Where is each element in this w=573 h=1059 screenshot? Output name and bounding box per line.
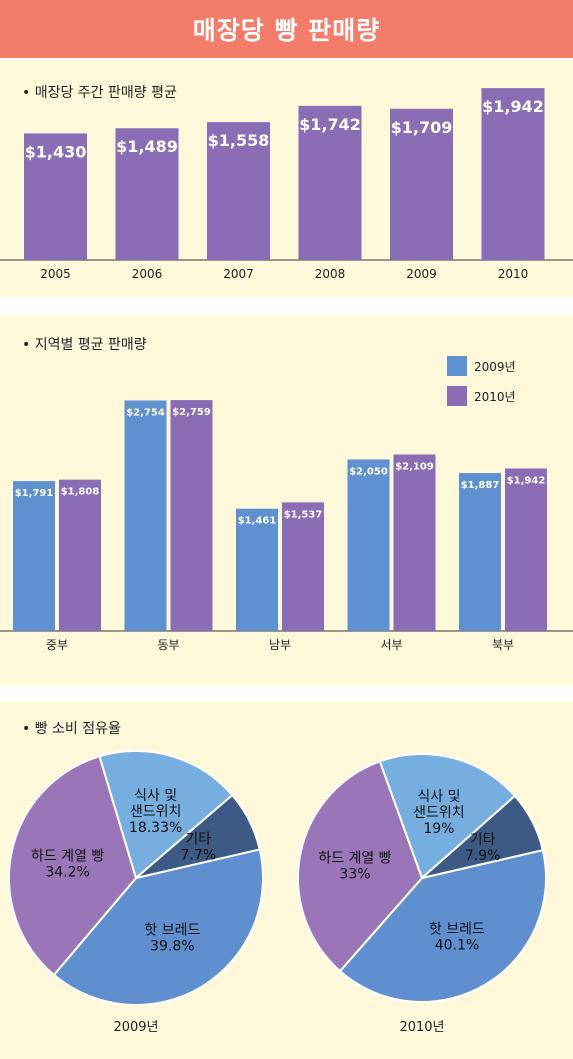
pie-label-2010년-1-1: 33% xyxy=(339,866,370,882)
pie-label-2009년-2-1: 샌드위치 xyxy=(130,804,182,820)
data-label-북부-2010년: $1,942 xyxy=(507,475,546,486)
data-label-동부-2009년: $2,754 xyxy=(126,407,165,418)
pie-label-2009년-0-1: 39.8% xyxy=(150,939,194,955)
bar-2007 xyxy=(207,122,270,260)
bar-남부-2010년 xyxy=(282,502,324,631)
tick-label-2008: 2008 xyxy=(315,267,346,281)
data-label-2006: $1,489 xyxy=(116,137,178,156)
data-label-2005: $1,430 xyxy=(25,142,87,161)
legend-swatch-2010년 xyxy=(447,386,467,406)
pie-slice-2010년-3 xyxy=(421,794,545,879)
bar-서부-2010년 xyxy=(393,454,436,631)
tick-label-동부: 동부 xyxy=(157,638,179,652)
pie-caption-2009년: 2009년 xyxy=(113,1020,158,1035)
bar-중부-2009년 xyxy=(13,481,55,631)
regional-average-panel: • 지역별 평균 판매량 $1,791 $1,808 중부 $2,754 $2,759 동… xyxy=(0,314,573,686)
bar-2009 xyxy=(390,108,453,260)
data-label-남부-2010년: $1,537 xyxy=(284,509,323,520)
tick-label-2010: 2010 xyxy=(498,267,529,281)
pie-label-2009년-1-0: 하드 계열 빵 xyxy=(31,849,104,865)
pie-label-2010년-3-0: 기타 xyxy=(470,832,496,848)
tick-label-2009: 2009 xyxy=(406,267,437,281)
legend-label-2009년: 2009년 xyxy=(474,360,516,374)
pie-label-2010년-2-1: 샌드위치 xyxy=(413,805,465,821)
bar-2008 xyxy=(298,105,362,260)
bar-동부-2009년 xyxy=(124,400,167,631)
tick-label-남부: 남부 xyxy=(269,638,291,652)
pie-label-2010년-1-0: 하드 계열 빵 xyxy=(318,850,391,866)
legend-swatch-2009년 xyxy=(447,356,467,376)
pie-label-2009년-3-1: 7.7% xyxy=(181,847,217,863)
regional-average-title: • 지역별 평균 판매량 xyxy=(22,337,147,353)
tick-label-2007: 2007 xyxy=(223,267,254,281)
tick-label-북부: 북부 xyxy=(492,638,514,652)
pie-label-2010년-0-0: 핫 브레드 xyxy=(429,922,485,938)
pie-label-2010년-0-1: 40.1% xyxy=(435,938,479,954)
pie-label-2010년-3-1: 7.9% xyxy=(465,848,501,864)
tick-label-2005: 2005 xyxy=(40,267,71,281)
pie-caption-2010년: 2010년 xyxy=(399,1020,444,1035)
bar-2006 xyxy=(115,128,179,260)
pie-slice-2009년-3 xyxy=(135,793,261,879)
bar-남부-2009년 xyxy=(236,508,278,631)
data-label-2009: $1,709 xyxy=(391,118,453,137)
pie-label-2010년-2-2: 19% xyxy=(423,821,454,837)
bread-share-panel: • 빵 소비 점유율 핫 브레드 39.8% 하드 계열 빵 34.2% 식사 및 샌드위… xyxy=(0,701,573,1059)
data-label-중부-2010년: $1,808 xyxy=(61,487,100,498)
weekly-average-panel: • 매장당 주간 판매량 평균 $1,430 2005 $1,489 2006 $1,5… xyxy=(0,60,573,297)
data-label-남부-2009년: $1,461 xyxy=(238,516,277,527)
data-label-중부-2009년: $1,791 xyxy=(15,488,54,499)
bar-북부-2010년 xyxy=(505,468,547,631)
bar-동부-2010년 xyxy=(170,400,213,631)
pie-slice-2010년-0 xyxy=(338,848,547,1003)
pie-label-2009년-2-0: 식사 및 xyxy=(134,788,177,804)
tick-label-서부: 서부 xyxy=(380,638,402,652)
pie-label-2009년-1-1: 34.2% xyxy=(45,865,89,881)
data-label-2008: $1,742 xyxy=(299,115,361,134)
weekly-average-bar-chart: $1,430 2005 $1,489 2006 $1,558 2007 $1,742 2008… xyxy=(0,88,573,281)
bar-2005 xyxy=(24,133,87,260)
tick-label-2006: 2006 xyxy=(132,267,163,281)
weekly-average-title: • 매장당 주간 판매량 평균 xyxy=(22,85,177,101)
data-label-2007: $1,558 xyxy=(208,131,270,150)
bar-서부-2009년 xyxy=(347,459,390,631)
pie-label-2010년-2-0: 식사 및 xyxy=(417,789,460,805)
bread-share-title: • 빵 소비 점유율 xyxy=(22,721,121,737)
pie-slice-2009년-2 xyxy=(98,750,234,880)
pie-label-2009년-3-0: 기타 xyxy=(185,831,211,847)
pie-slice-2009년-0 xyxy=(52,848,264,1006)
pie-label-2009년-2-2: 18.33% xyxy=(129,820,182,836)
data-label-동부-2010년: $2,759 xyxy=(172,407,211,418)
page-title: 매장당 빵 판매량 xyxy=(192,16,381,45)
legend-label-2010년: 2010년 xyxy=(474,390,516,404)
bar-2010 xyxy=(481,88,545,260)
pie-label-2009년-0-0: 핫 브레드 xyxy=(144,923,200,939)
bar-북부-2009년 xyxy=(459,473,501,631)
tick-label-중부: 중부 xyxy=(46,638,68,652)
data-label-서부-2009년: $2,050 xyxy=(349,466,388,477)
regional-average-bar-chart: $1,791 $1,808 중부 $2,754 $2,759 동부 $1,461 $1,537… xyxy=(0,356,573,652)
bar-중부-2010년 xyxy=(59,479,101,631)
page-header: 매장당 빵 판매량 xyxy=(0,0,573,58)
pie-slice-2009년-1 xyxy=(8,755,138,977)
data-label-2010: $1,942 xyxy=(482,97,544,116)
pie-slice-2010년-1 xyxy=(297,760,424,973)
pie-slice-2010년-2 xyxy=(378,753,517,880)
data-label-서부-2010년: $2,109 xyxy=(395,461,434,472)
data-label-북부-2009년: $1,887 xyxy=(461,480,500,491)
